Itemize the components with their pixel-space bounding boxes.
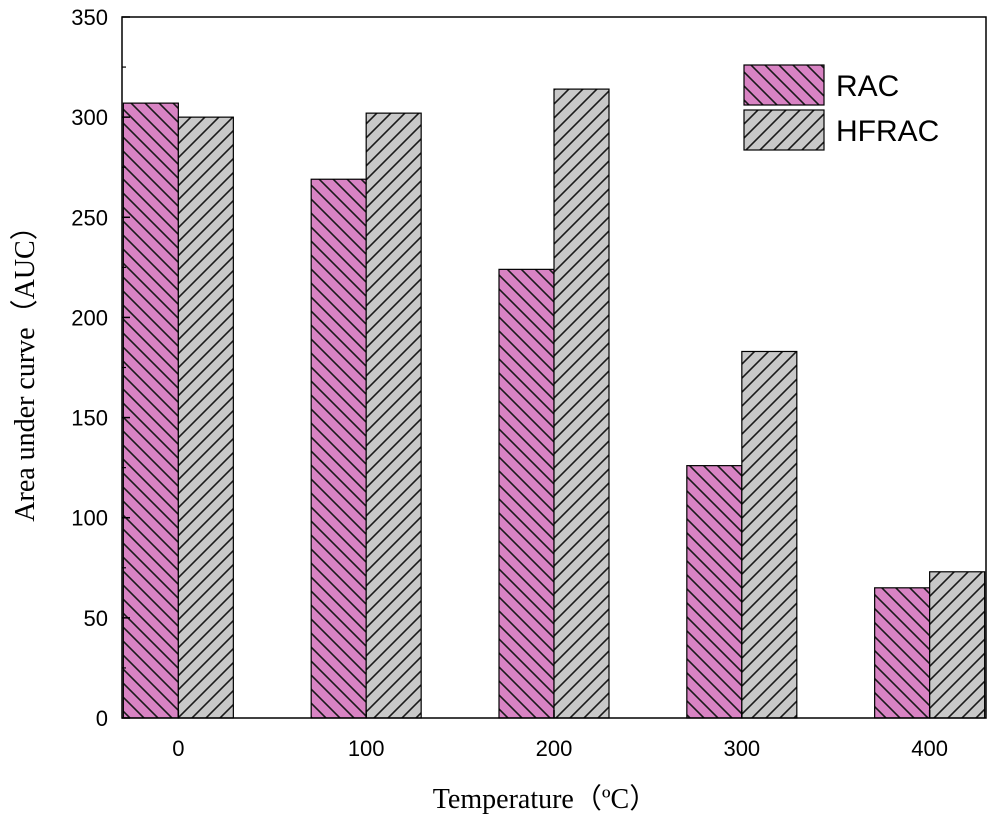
legend-label-rac: RAC [836, 70, 899, 103]
bar-hfrac-0 [177, 116, 234, 719]
bar-hfrac-400 [929, 571, 986, 719]
x-tick-label: 400 [911, 736, 948, 761]
legend: RAC HFRAC [743, 64, 939, 151]
x-axis-label: Temperature（ºC） [433, 783, 657, 815]
bar-hfrac-300 [741, 350, 798, 719]
y-axis-label: Area under curve（AUC） [9, 212, 41, 521]
bars-group [122, 88, 986, 719]
bar-rac-300 [686, 465, 743, 719]
y-tick-label: 200 [71, 305, 108, 330]
legend-label-hfrac: HFRAC [836, 115, 939, 148]
bar-rac-200 [498, 268, 555, 719]
bar-rac-0 [122, 102, 179, 719]
bar-hfrac-100 [365, 112, 422, 719]
bar-rac-400 [874, 587, 931, 719]
y-tick-label: 250 [71, 205, 108, 230]
y-tick-label: 150 [71, 406, 108, 431]
x-tick-label: 100 [348, 736, 385, 761]
y-tick-label: 100 [71, 506, 108, 531]
bar-rac-100 [310, 178, 367, 719]
y-tick-label: 350 [71, 5, 108, 30]
legend-swatch-hfrac [743, 109, 825, 151]
x-tick-label: 0 [172, 736, 184, 761]
y-tick-label: 50 [84, 606, 108, 631]
bar-hfrac-200 [553, 88, 610, 719]
x-tick-label: 300 [723, 736, 760, 761]
x-tick-label: 200 [536, 736, 573, 761]
y-tick-label: 300 [71, 105, 108, 130]
legend-swatch-rac [743, 64, 825, 106]
axes-group: 0 50 100 150 200 250 300 350 0 100 200 300 400 [71, 5, 987, 761]
y-tick-label: 0 [96, 706, 108, 731]
